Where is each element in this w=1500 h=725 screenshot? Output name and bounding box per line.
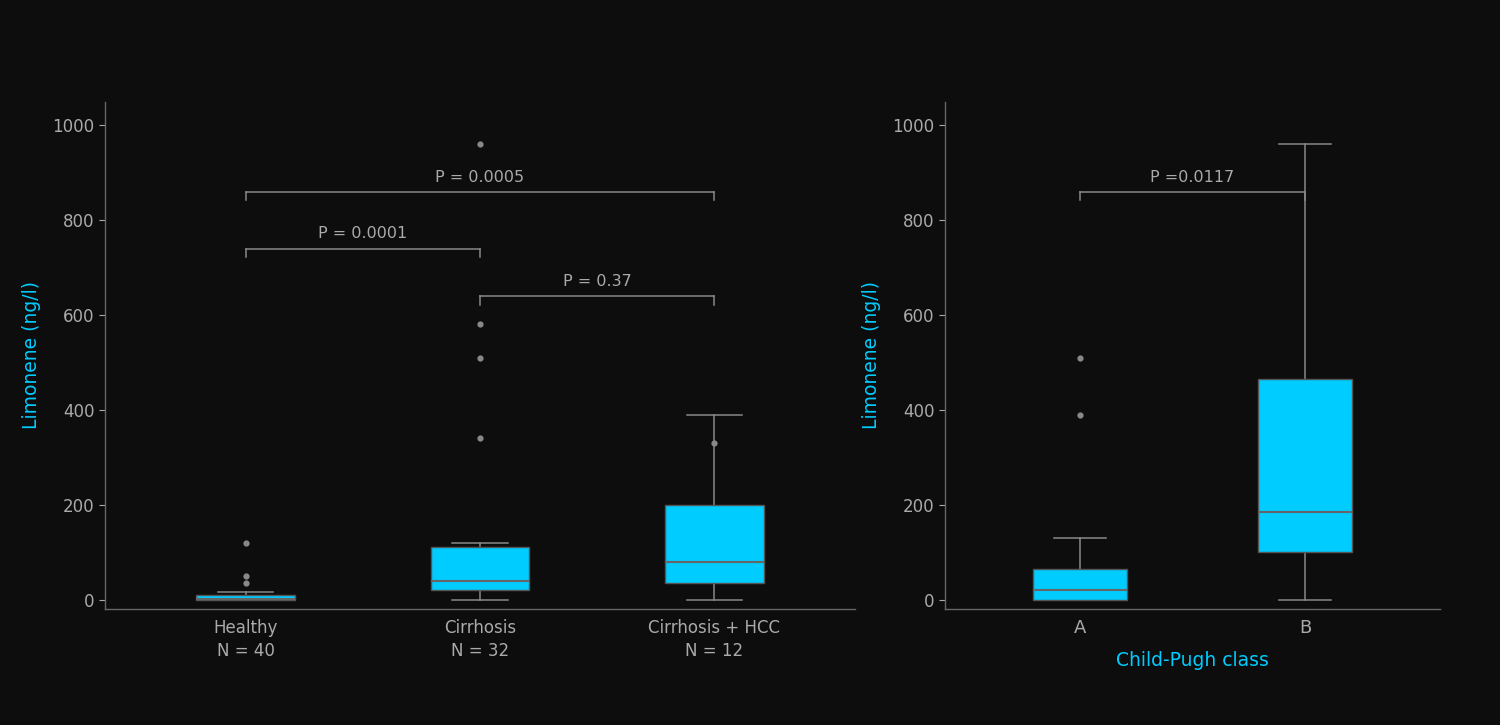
Text: P = 0.0005: P = 0.0005 (435, 170, 525, 184)
Y-axis label: Limonene (ng/l): Limonene (ng/l) (862, 281, 882, 429)
Y-axis label: Limonene (ng/l): Limonene (ng/l) (22, 281, 42, 429)
Text: P = 0.0001: P = 0.0001 (318, 226, 408, 241)
Bar (1257, 379, 1353, 552)
Text: P = 0.37: P = 0.37 (562, 274, 632, 289)
Text: P =0.0117: P =0.0117 (1150, 170, 1234, 184)
X-axis label: Child-Pugh class: Child-Pugh class (1116, 650, 1269, 670)
Bar (1032, 568, 1128, 600)
Bar (664, 505, 764, 583)
Bar (196, 594, 296, 600)
Bar (430, 547, 530, 590)
